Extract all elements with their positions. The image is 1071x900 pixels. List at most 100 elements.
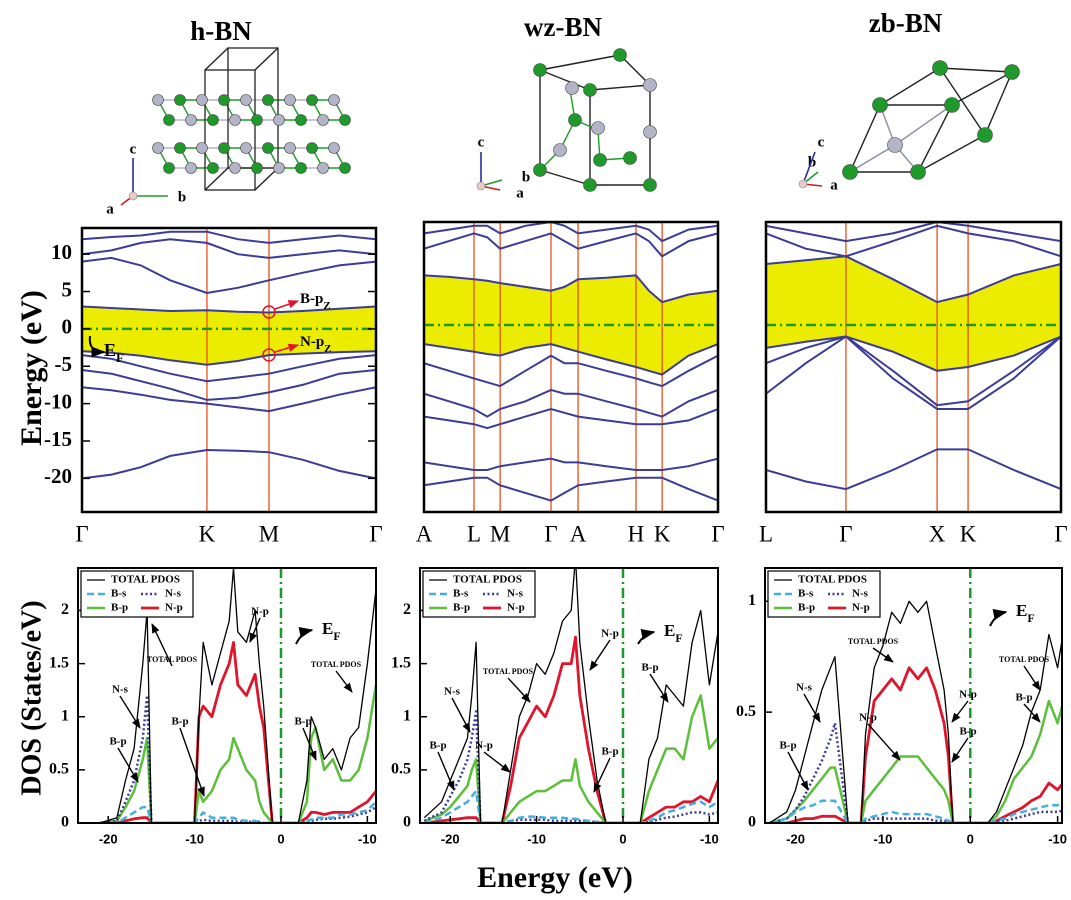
bond bbox=[204, 167, 229, 191]
annotation: N-s bbox=[444, 686, 461, 698]
band-line bbox=[766, 255, 1061, 304]
atom bbox=[251, 114, 263, 126]
annotation: B-p bbox=[1015, 692, 1032, 704]
atom bbox=[328, 142, 340, 154]
dos-line bbox=[99, 568, 376, 823]
dos-line bbox=[769, 721, 1062, 823]
legend-label: B-s bbox=[798, 588, 814, 600]
annotation-sub: F bbox=[116, 350, 124, 365]
atom bbox=[229, 114, 241, 126]
annotation-arrow bbox=[274, 300, 299, 310]
x-tick-label: 0 bbox=[619, 831, 626, 846]
x-tick-label: -10 bbox=[527, 831, 546, 846]
annotation-arrow bbox=[179, 727, 205, 797]
legend-label: B-p bbox=[798, 602, 815, 614]
atom bbox=[643, 78, 657, 92]
atom bbox=[533, 163, 547, 177]
y-tick-label: 0.5 bbox=[391, 761, 411, 778]
band-line bbox=[424, 274, 718, 304]
plot-area bbox=[769, 568, 1062, 823]
legend-label: N-p bbox=[507, 602, 525, 614]
band-line bbox=[82, 230, 376, 244]
atom bbox=[163, 162, 175, 174]
annotation-circle bbox=[262, 348, 276, 362]
atom bbox=[533, 63, 547, 77]
annotation-arrow bbox=[88, 335, 106, 358]
annotation: N-s bbox=[112, 684, 129, 696]
band-line bbox=[766, 224, 1061, 258]
axis-label: a bbox=[516, 185, 524, 201]
atom bbox=[152, 94, 164, 106]
atom bbox=[339, 114, 351, 126]
dos-line bbox=[423, 710, 718, 823]
atom bbox=[284, 142, 296, 154]
y-tick-label: -5 bbox=[55, 352, 73, 376]
legend: TOTAL PDOS B-s N-s B-p N-p bbox=[80, 570, 194, 618]
annotation: N-p bbox=[251, 606, 269, 618]
band-line bbox=[82, 238, 376, 259]
atom bbox=[152, 142, 164, 154]
atom bbox=[196, 142, 208, 154]
atom bbox=[944, 97, 960, 113]
x-tick-label: -20 bbox=[99, 831, 118, 846]
annotation: TOTAL PDOS bbox=[311, 660, 362, 669]
annotation-arrow bbox=[437, 751, 455, 791]
band-line bbox=[766, 335, 1061, 372]
atom bbox=[932, 60, 948, 76]
atom bbox=[262, 94, 274, 106]
band-gap-fill bbox=[82, 306, 376, 365]
band-line bbox=[424, 222, 718, 243]
plot-background bbox=[82, 228, 376, 512]
annotation: B-p bbox=[779, 740, 796, 752]
y-tick-label: -10 bbox=[44, 389, 72, 413]
dos-x-axis-label: Energy (eV) bbox=[477, 861, 633, 894]
legend-label: N-p bbox=[165, 602, 183, 614]
y-tick-label: 0 bbox=[61, 814, 69, 831]
atom bbox=[218, 142, 230, 154]
annotation-arrow bbox=[593, 757, 611, 793]
annotation-arrow bbox=[151, 623, 173, 667]
annotation-main: B-p bbox=[300, 291, 323, 307]
bond bbox=[939, 67, 986, 136]
x-tick-label: -10 bbox=[700, 831, 719, 846]
y-tick-label: 0 bbox=[403, 814, 411, 831]
x-tick-label: Γ bbox=[544, 521, 557, 546]
atom bbox=[842, 164, 858, 180]
band-line bbox=[424, 476, 718, 502]
annotation: N-p bbox=[601, 628, 619, 640]
band-line bbox=[82, 386, 376, 413]
legend-label: TOTAL PDOS bbox=[798, 574, 867, 586]
bond bbox=[619, 54, 651, 86]
y-tick-label: 2 bbox=[403, 601, 411, 618]
axis-origin bbox=[798, 179, 808, 189]
bond bbox=[894, 104, 953, 146]
bond bbox=[254, 167, 279, 191]
band-line bbox=[82, 448, 376, 480]
plot-area bbox=[424, 222, 718, 512]
dos-line bbox=[423, 789, 718, 823]
bond bbox=[539, 54, 621, 71]
x-tick-label: -20 bbox=[786, 831, 805, 846]
dos-line bbox=[423, 694, 718, 823]
atom bbox=[1004, 64, 1020, 80]
plot-frame bbox=[764, 220, 1063, 514]
x-tick-label: -10 bbox=[874, 831, 893, 846]
annotation: EF bbox=[322, 619, 341, 643]
annotation: B-p bbox=[959, 726, 976, 738]
atom bbox=[306, 142, 318, 154]
legend-label: TOTAL PDOS bbox=[111, 574, 180, 586]
annotation: N-p bbox=[859, 712, 877, 724]
band-y-axis-label: Energy (eV) bbox=[15, 290, 48, 446]
axis-arrow bbox=[802, 151, 816, 185]
band-line bbox=[82, 256, 376, 295]
atom bbox=[613, 48, 627, 62]
annotation-arrow bbox=[451, 697, 471, 733]
x-tick-label: L bbox=[759, 521, 773, 546]
plot-area bbox=[766, 222, 1061, 512]
annotation: TOTAL PDOS bbox=[147, 655, 198, 664]
annotation-main: N-p bbox=[300, 334, 324, 350]
dos-line bbox=[769, 600, 1062, 823]
atom bbox=[317, 114, 329, 126]
bond bbox=[849, 144, 896, 173]
